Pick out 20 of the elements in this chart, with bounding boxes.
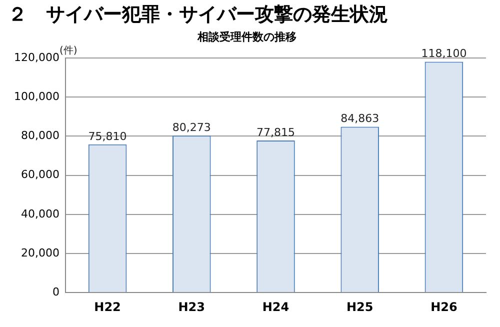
y-tick-label: 40,000 — [20, 207, 60, 220]
data-label: 118,100 — [421, 47, 467, 60]
y-tick-label: 20,000 — [20, 246, 60, 260]
y-tick-label: 80,000 — [20, 129, 60, 142]
data-label: 80,273 — [172, 121, 211, 134]
data-label: 84,863 — [340, 112, 380, 126]
chart-subtitle: 相談受理件数の推移 — [196, 30, 296, 44]
x-tick-label: H22 — [94, 300, 121, 314]
y-axis-title: (件) — [59, 46, 78, 57]
chart-title: ２ サイバー犯罪・サイバー攻撃の発生状況 — [8, 3, 388, 26]
x-tick-label: H26 — [430, 300, 458, 314]
y-tick-label: 100,000 — [14, 90, 60, 103]
y-tick-label: 120,000 — [14, 50, 60, 64]
data-label: 77,815 — [256, 126, 295, 139]
data-label: 75,810 — [88, 130, 127, 143]
x-tick-label: H25 — [346, 300, 374, 314]
y-tick-label: 0 — [52, 285, 60, 298]
x-tick-label: H23 — [178, 300, 206, 314]
y-tick-label: 60,000 — [20, 168, 60, 182]
x-tick-label: H24 — [262, 300, 290, 314]
